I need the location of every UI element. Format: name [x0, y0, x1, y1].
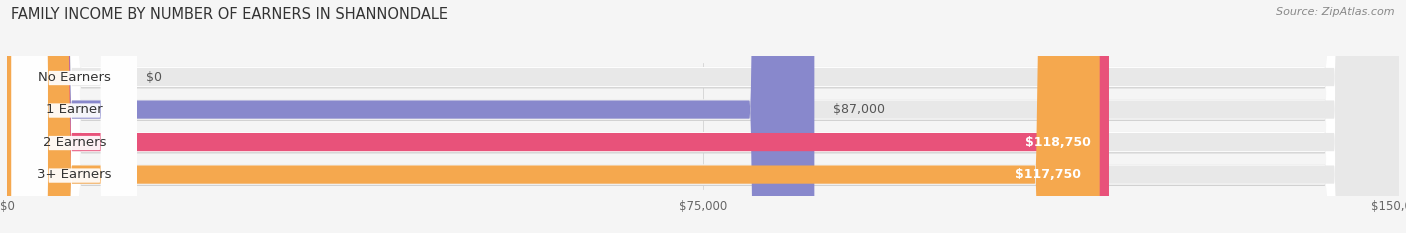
FancyBboxPatch shape [11, 0, 136, 233]
Text: $118,750: $118,750 [1025, 136, 1091, 149]
Text: 1 Earner: 1 Earner [46, 103, 103, 116]
FancyBboxPatch shape [7, 0, 1109, 233]
FancyBboxPatch shape [11, 0, 136, 233]
Text: No Earners: No Earners [38, 71, 111, 84]
FancyBboxPatch shape [7, 0, 1099, 233]
FancyBboxPatch shape [7, 0, 1399, 233]
FancyBboxPatch shape [7, 0, 1399, 233]
FancyBboxPatch shape [7, 0, 1399, 233]
FancyBboxPatch shape [7, 0, 1399, 233]
Text: 3+ Earners: 3+ Earners [37, 168, 111, 181]
FancyBboxPatch shape [7, 0, 1399, 233]
Text: 2 Earners: 2 Earners [42, 136, 105, 149]
Text: Source: ZipAtlas.com: Source: ZipAtlas.com [1277, 7, 1395, 17]
Text: $0: $0 [146, 71, 162, 84]
FancyBboxPatch shape [7, 0, 1399, 233]
Text: $117,750: $117,750 [1015, 168, 1081, 181]
FancyBboxPatch shape [7, 0, 814, 233]
FancyBboxPatch shape [7, 0, 1399, 233]
FancyBboxPatch shape [11, 0, 136, 233]
FancyBboxPatch shape [7, 0, 1399, 233]
FancyBboxPatch shape [7, 0, 1399, 233]
FancyBboxPatch shape [7, 0, 1399, 233]
Text: FAMILY INCOME BY NUMBER OF EARNERS IN SHANNONDALE: FAMILY INCOME BY NUMBER OF EARNERS IN SH… [11, 7, 449, 22]
FancyBboxPatch shape [11, 0, 136, 233]
FancyBboxPatch shape [7, 0, 1399, 233]
FancyBboxPatch shape [7, 0, 1399, 233]
Text: $87,000: $87,000 [832, 103, 884, 116]
